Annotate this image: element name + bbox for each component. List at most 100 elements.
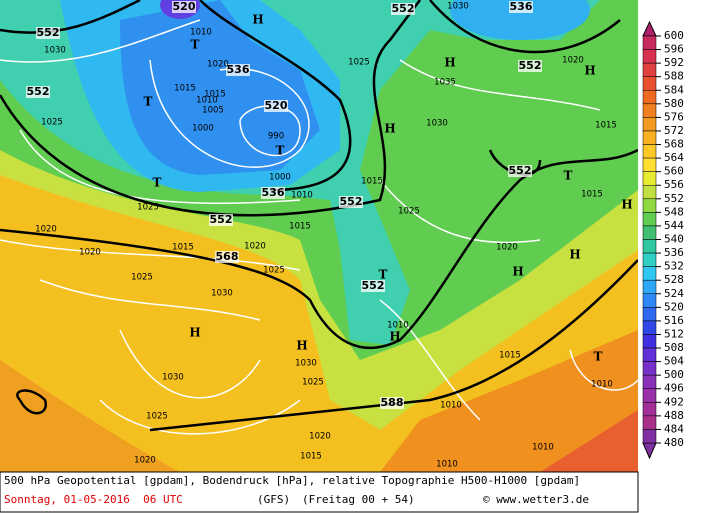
geopotential-label: 568 [216,250,239,263]
isobar-label: 1025 [348,58,370,68]
colorbar-label: 492 [664,395,684,408]
colorbar-label: 576 [664,110,684,123]
geopotential-label: 536 [227,63,250,76]
label-box [361,280,385,292]
colorbar-swatch [642,429,657,444]
isobar-label: 1025 [137,203,159,213]
isobar-label: 1015 [174,84,196,94]
pressure-center: T [191,38,200,52]
colorbar-swatch [642,320,657,335]
pressure-center: T [379,268,388,282]
label-box [261,187,285,199]
label-box [264,100,288,112]
colorbar-label: 592 [664,56,684,69]
colorbar-swatch [642,347,657,362]
colorbar-label: 552 [664,192,684,205]
isobar-label: 1025 [41,118,63,128]
geopotential-label: 552 [392,2,415,15]
colorbar-swatch [642,49,657,64]
footer-model: (GFS) [257,493,290,506]
pressure-center: H [252,13,263,27]
colorbar-label: 480 [664,436,684,449]
isobar-label: 1000 [192,124,214,134]
colorbar-swatch [642,35,657,50]
colorbar-swatch [642,184,657,200]
colorbar-label: 588 [664,70,684,83]
colorbar-swatch [642,307,657,322]
geopotential-label: 588 [381,396,404,409]
isobar-label: 1015 [172,243,194,253]
isobar-label: 1015 [595,121,617,131]
isobar-label: 1020 [562,56,584,66]
isobar-label: 1025 [146,412,168,422]
isobar-label: 1010 [196,96,218,106]
colorbar-label: 504 [664,355,684,368]
colorbar-swatch [642,402,657,417]
colorbar-label: 600 [664,29,684,42]
colorbar-swatch [642,198,657,213]
isobar-label: 990 [268,132,284,142]
colorbar-label: 508 [664,341,684,354]
colorbar-swatch [642,76,657,91]
colorbar-swatch [642,171,657,186]
colorbar-swatch [642,157,657,172]
isobar-label: 1030 [426,119,448,129]
footer-date: Sonntag, 01-05-2016 06 UTC [4,493,183,506]
colorbar-swatch [642,212,657,227]
isobar-label: 1005 [202,106,224,116]
isobar-label: 1015 [289,222,311,232]
pressure-center: T [144,95,153,109]
pressure-center: T [276,144,285,158]
geopotential-label: 520 [265,99,288,112]
isobar-label: 1010 [436,460,458,470]
colorbar-label: 532 [664,260,684,273]
colorbar-label: 516 [664,314,684,327]
pressure-center: H [512,265,523,279]
isobar-label: 1025 [263,266,285,276]
isobar-label: 1025 [131,273,153,283]
pressure-center: H [384,122,395,136]
label-box [339,196,363,208]
isobar-label: 1015 [499,351,521,361]
colorbar: 6005965925885845805765725685645605565525… [642,20,684,460]
colorbar-label: 512 [664,327,684,340]
isobar-label: 1010 [532,443,554,453]
colorbar-label: 580 [664,97,684,110]
colorbar-label: 568 [664,138,684,151]
isobar-label: 1030 [162,373,184,383]
isobar-label: 1010 [440,401,462,411]
isobar-label: 1025 [302,378,324,388]
isobar-label: 1020 [309,432,331,442]
isobar-label: 1015 [581,190,603,200]
pressure-center: H [584,64,595,78]
isobar-label: 1030 [295,359,317,369]
isobar-label: 1020 [35,225,57,235]
colorbar-swatch [642,279,657,295]
colorbar-swatch [642,103,657,118]
geopotential-label: 552 [340,195,363,208]
colorbar-swatch [642,90,657,105]
colorbar-label: 564 [664,151,684,164]
pressure-center: T [594,350,603,364]
colorbar-swatch [642,239,657,254]
colorbar-label: 500 [664,368,684,381]
isobar-label: 1020 [207,60,229,70]
label-box [518,60,542,72]
colorbar-label: 536 [664,246,684,259]
geopotential-label: 552 [509,164,532,177]
colorbar-swatch [642,388,657,403]
isobar-label: 1030 [211,289,233,299]
colorbar-label: 488 [664,409,684,422]
isobar-label: 1010 [190,28,212,38]
label-box [209,214,233,226]
colorbar-label: 520 [664,300,684,313]
isobar-label: 1035 [434,78,456,88]
label-box [36,27,60,39]
isobar-label: 1010 [591,380,613,390]
colorbar-cap [642,442,657,460]
geopotential-label: 552 [37,26,60,39]
geopotential-label: 536 [262,186,285,199]
footer-box [0,471,639,513]
isobar-label: 1015 [361,177,383,187]
